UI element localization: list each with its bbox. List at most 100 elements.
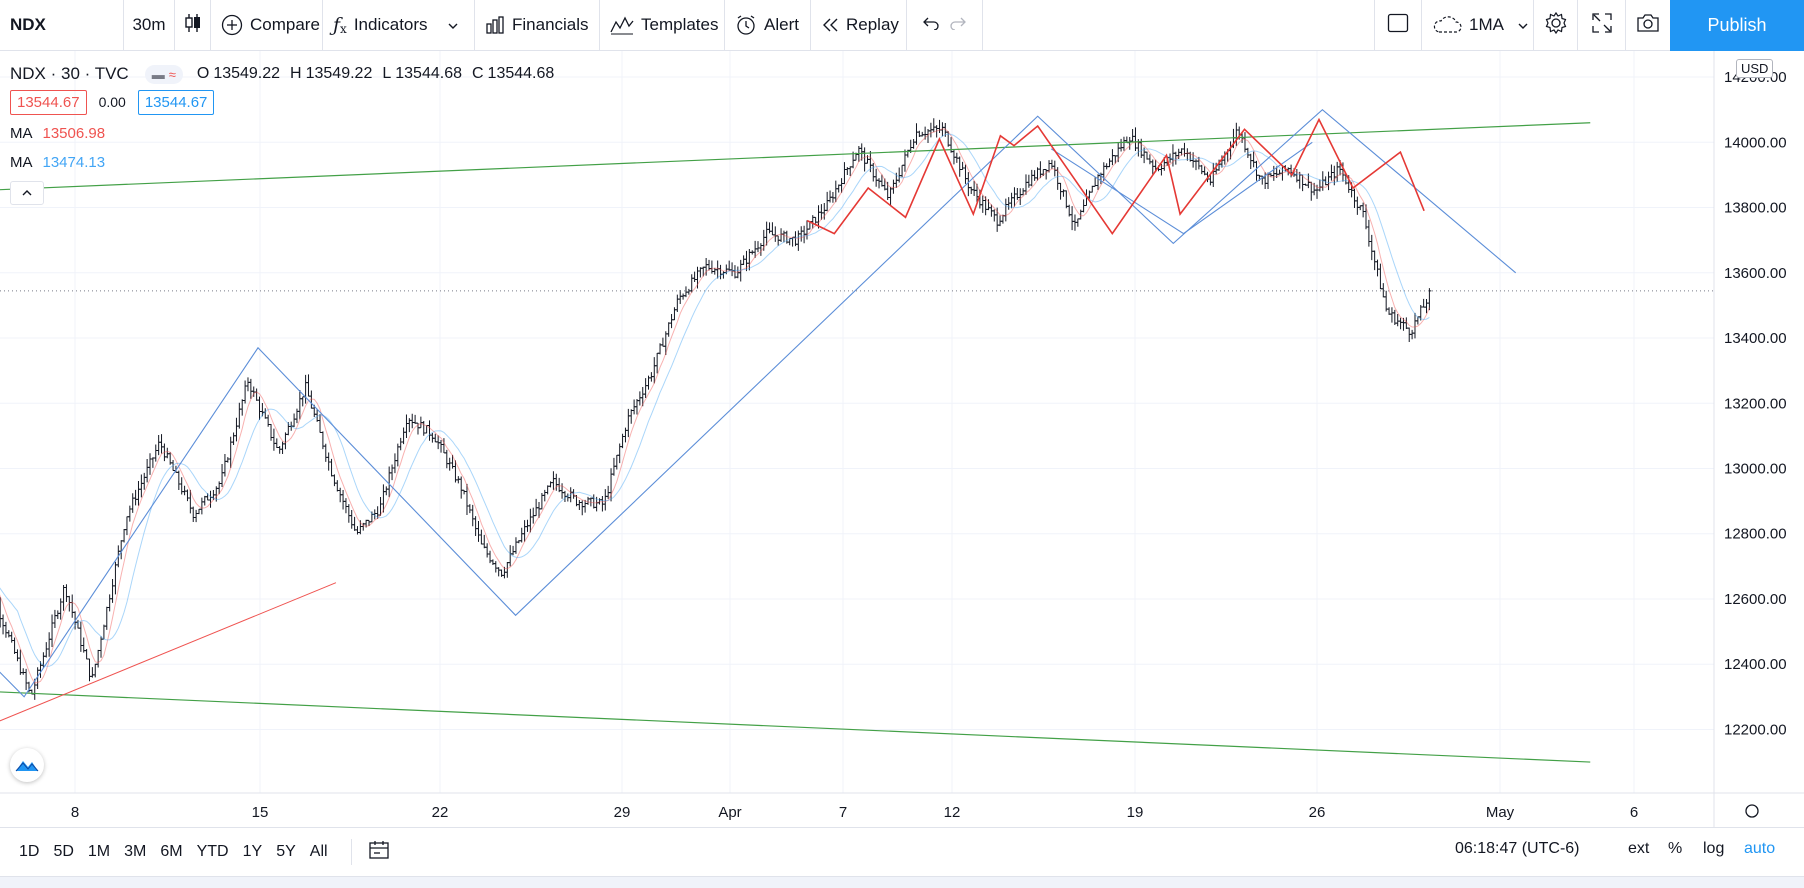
snapshot-button[interactable] [1626,0,1670,51]
percent-toggle[interactable]: % [1668,840,1683,857]
ma2-legend[interactable]: MA 13474.13 [10,148,564,177]
legend-options[interactable]: ▬ ≈ [144,64,183,84]
chart-canvas[interactable]: 14200.0014000.0013800.0013600.0013400.00… [0,51,1804,827]
ohlc-bar [957,156,962,177]
ohlc-bar [1133,127,1138,152]
settings-button[interactable] [1534,0,1578,51]
range-5y[interactable]: 5Y [276,843,296,860]
templates-button[interactable]: Templates [600,0,725,51]
ma1-legend[interactable]: MA 13506.98 [10,119,564,148]
ohlc-bar [672,307,677,321]
x-tick-label: 29 [614,804,631,821]
chevron-down-icon[interactable] [1518,15,1528,35]
ohlc-bar [1147,154,1152,165]
ohlc-bar [931,118,936,133]
bottom-toolbar: 1D 5D 1M 3M 6M YTD 1Y 5Y All [0,827,1804,876]
chart-style-button[interactable] [175,0,211,51]
range-1d[interactable]: 1D [19,843,40,860]
compare-button[interactable]: Compare [211,0,323,51]
symbol-label: NDX [10,15,46,34]
range-1y[interactable]: 1Y [242,843,263,860]
ohlc-bar [920,131,925,137]
range-3m[interactable]: 3M [124,843,147,860]
ohlc-bar [467,504,472,514]
redo-icon[interactable] [949,15,967,35]
y-tick-label: 13600.00 [1724,265,1787,282]
sell-price-box[interactable]: 13544.67 [10,89,87,115]
ohlc-bar [277,446,282,454]
symbol-search[interactable]: NDX [0,0,124,51]
ohlc-bar [104,606,109,630]
ohlc-bar [1317,179,1322,192]
zigzag-blue[interactable] [0,108,1517,698]
range-all[interactable]: All [309,843,328,860]
ohlc-bar [165,447,170,459]
bottom-panel-strip [0,876,1804,888]
log-toggle[interactable]: log [1703,840,1725,857]
ohlc-bar [1398,317,1403,330]
y-tick-label: 14000.00 [1724,134,1787,151]
ext-toggle[interactable]: ext [1628,840,1650,857]
ohlc-bar [813,216,818,224]
ohlc-bar [1009,192,1014,209]
ohlc-bar [390,464,395,481]
rectangle-button[interactable] [1374,0,1422,51]
currency-badge[interactable]: USD [1736,59,1774,78]
ohlc-bar [398,437,403,451]
ohlc-bar [585,496,590,505]
ohlc-bar [1355,196,1360,215]
ohlc-bar [150,457,155,468]
rectangle-icon [1387,13,1409,38]
trendline-bottom-green[interactable] [0,690,1591,763]
chart-area[interactable]: 14200.0014000.0013800.0013600.0013400.00… [0,51,1804,827]
alert-label: Alert [764,15,799,34]
range-1m[interactable]: 1M [87,843,111,860]
tradingview-logo-icon[interactable] [10,748,44,782]
ohlc-bar [93,663,98,678]
timezone-clock[interactable]: 06:18:47 (UTC-6) [1455,840,1580,857]
publish-label: Publish [1707,15,1767,35]
calendar-icon[interactable] [368,840,390,864]
ohlc-bar [283,432,288,450]
buy-price-box[interactable]: 13544.67 [137,89,215,115]
financials-button[interactable]: Financials [475,0,600,51]
layout-button[interactable]: 1MA [1422,0,1534,51]
trendline-red[interactable] [0,582,337,736]
chevron-down-icon[interactable] [448,15,458,35]
ohlc-bar [1309,181,1314,201]
y-tick-label: 13800.00 [1724,200,1787,217]
ohlc-bar [199,497,204,515]
ohlc-bar [1326,171,1331,191]
ohlc-bar [470,504,475,527]
ohlc-bar [18,649,23,675]
range-6m[interactable]: 6M [160,843,183,860]
auto-toggle[interactable]: auto [1744,840,1776,857]
publish-button[interactable]: Publish [1670,0,1804,51]
undo-icon[interactable] [922,15,940,35]
gear-icon [1544,11,1568,40]
zigzag-blue-parallel[interactable] [1050,141,1313,235]
ohlc-bar [194,509,199,523]
ohlc-bar [1211,162,1216,187]
axis-gear-icon[interactable] [1745,804,1759,818]
ohlc-bar [300,396,305,407]
range-ytd[interactable]: YTD [196,843,229,860]
legend-collapse-button[interactable] [10,181,44,205]
y-tick-label: 12800.00 [1724,526,1787,543]
ohlc-low-value: 13544.68 [395,65,462,82]
compare-plus-icon [221,14,243,36]
alert-button[interactable]: Alert [725,0,811,51]
trendline-top-green[interactable] [0,122,1591,192]
y-tick-label: 12400.00 [1724,656,1787,673]
ohlc-bar [404,414,409,438]
ohlc-bar [969,186,974,195]
range-5d[interactable]: 5D [53,843,74,860]
interval-button[interactable]: 30m [124,0,175,51]
replay-button[interactable]: Replay [811,0,907,51]
bottom-divider [350,839,352,865]
ohlc-bar [634,398,639,415]
ohlc-bar [222,454,227,477]
fullscreen-button[interactable] [1578,0,1626,51]
zigzag-red[interactable] [806,117,1425,236]
